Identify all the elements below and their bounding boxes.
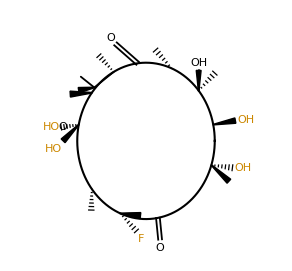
Polygon shape	[213, 118, 236, 125]
Text: OH: OH	[237, 115, 255, 125]
Text: HO: HO	[43, 122, 60, 132]
Text: OH: OH	[234, 163, 252, 173]
Polygon shape	[61, 124, 79, 143]
Text: HO: HO	[45, 144, 62, 153]
Polygon shape	[198, 70, 199, 91]
Text: F: F	[138, 234, 144, 244]
Polygon shape	[211, 165, 231, 183]
Text: O: O	[156, 243, 164, 253]
Polygon shape	[196, 70, 201, 91]
Polygon shape	[120, 212, 141, 218]
Text: OH: OH	[190, 58, 207, 68]
Polygon shape	[78, 87, 94, 93]
Text: O: O	[58, 122, 67, 133]
Polygon shape	[70, 91, 92, 97]
Text: O: O	[106, 33, 115, 43]
